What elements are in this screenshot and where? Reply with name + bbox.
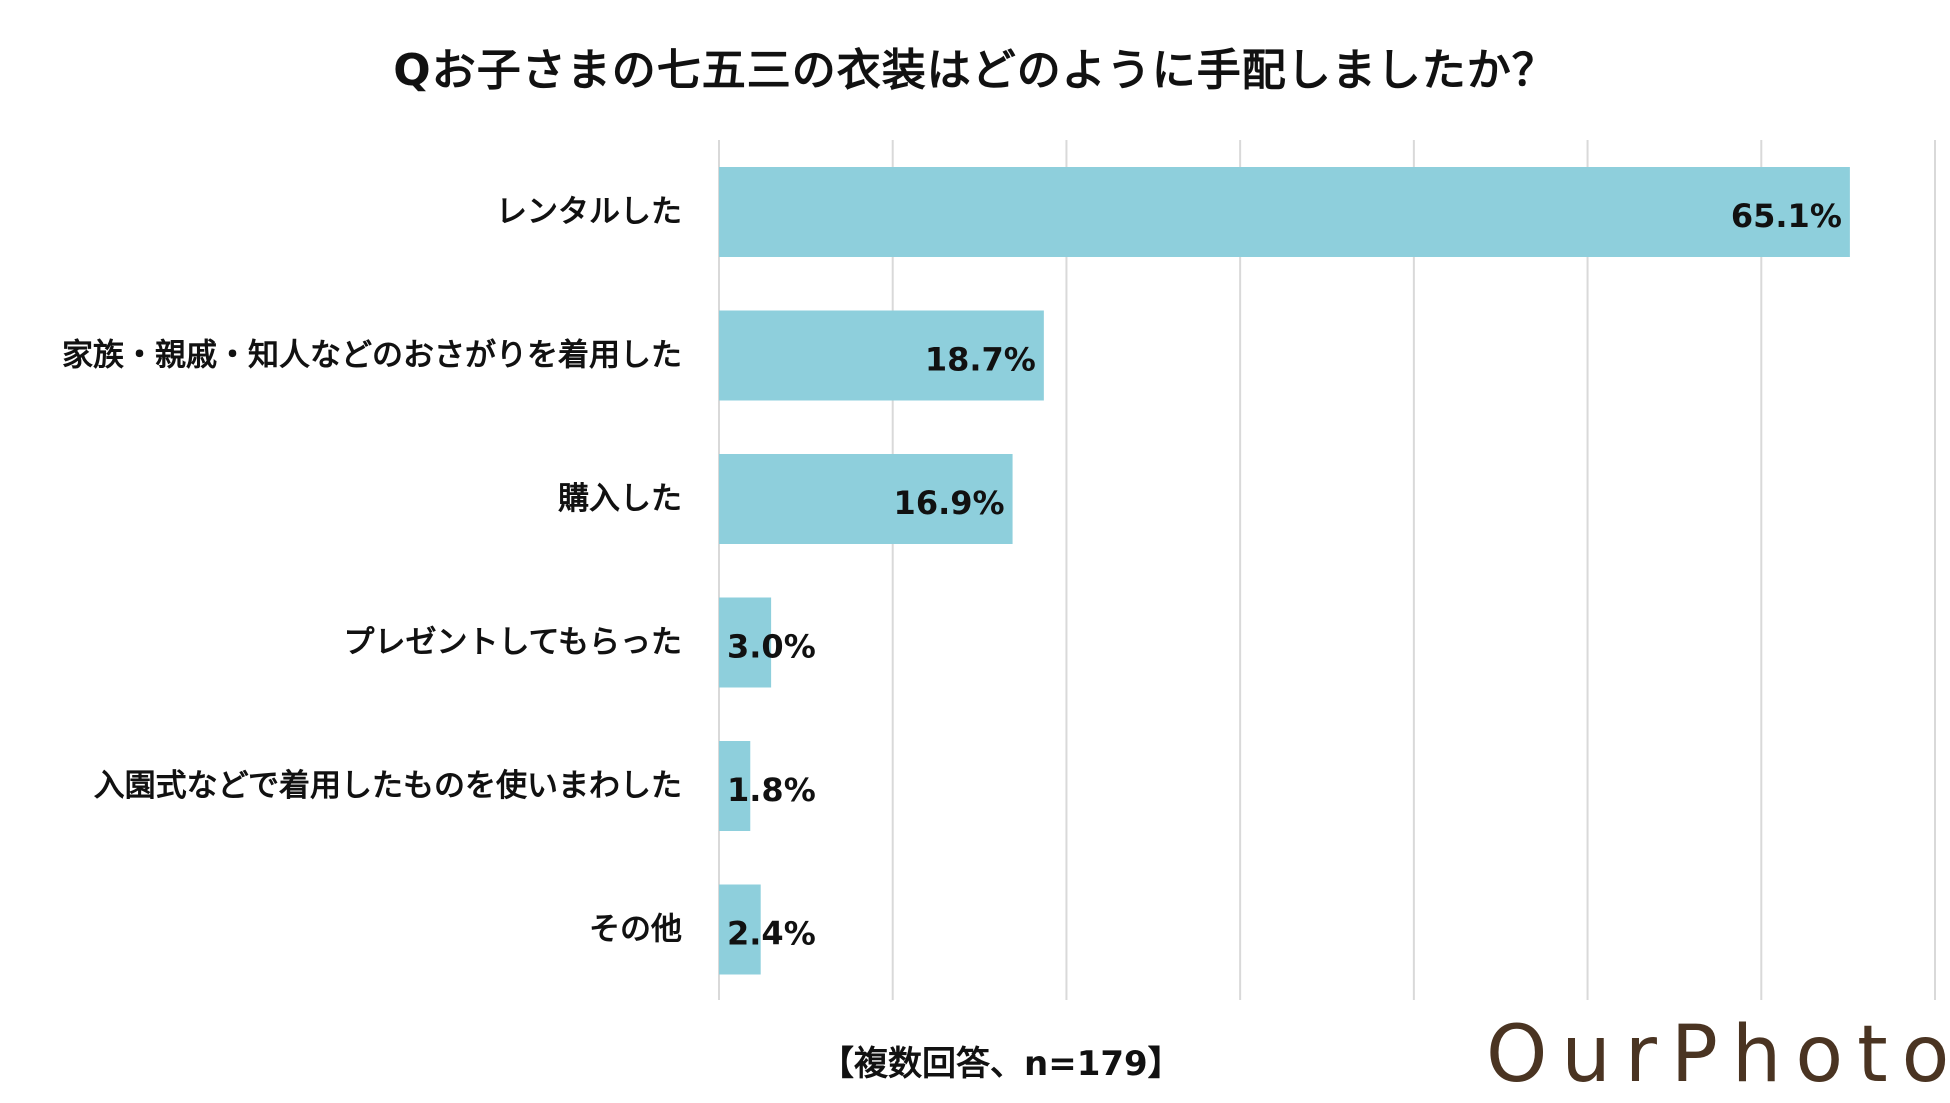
- category-label: その他: [589, 912, 682, 948]
- bar: [719, 167, 1850, 257]
- value-labels: 65.1% 18.7% 16.9% 3.0% 1.8% 2.4%: [727, 197, 1842, 953]
- bar: [719, 741, 751, 831]
- value-label: 3.0%: [727, 628, 816, 666]
- category-labels: レンタルした家族・親戚・知人などのおさがりを着用した購入したプレゼントしてもらっ…: [62, 194, 682, 948]
- sample-size-footnote: 【複数回答、n=179】: [820, 1044, 1182, 1084]
- chart-title: Qお子さまの七五三の衣装はどのように手配しましたか？: [393, 45, 1557, 96]
- bar: [719, 884, 761, 975]
- value-label: 16.9%: [894, 484, 1005, 522]
- bar: [719, 454, 1013, 544]
- value-label: 65.1%: [1731, 197, 1842, 235]
- category-label: レンタルした: [496, 194, 682, 230]
- bar: [719, 597, 772, 688]
- category-label: 入園式などで着用したものを使いまわした: [94, 768, 682, 804]
- bars: [719, 167, 1850, 975]
- logo-text: OurPhoto: [1486, 1010, 1950, 1100]
- category-label: プレゼントしてもらった: [343, 625, 682, 661]
- value-label: 1.8%: [727, 771, 816, 809]
- bar: [719, 310, 1044, 401]
- category-label: 購入した: [558, 481, 682, 517]
- ourphoto-logo: OurPhoto: [1486, 1008, 1950, 1103]
- category-label: 家族・親戚・知人などのおさがりを着用した: [62, 338, 682, 374]
- value-label: 18.7%: [925, 341, 1036, 379]
- grid-lines: [718, 140, 1936, 1000]
- value-label: 2.4%: [727, 915, 816, 953]
